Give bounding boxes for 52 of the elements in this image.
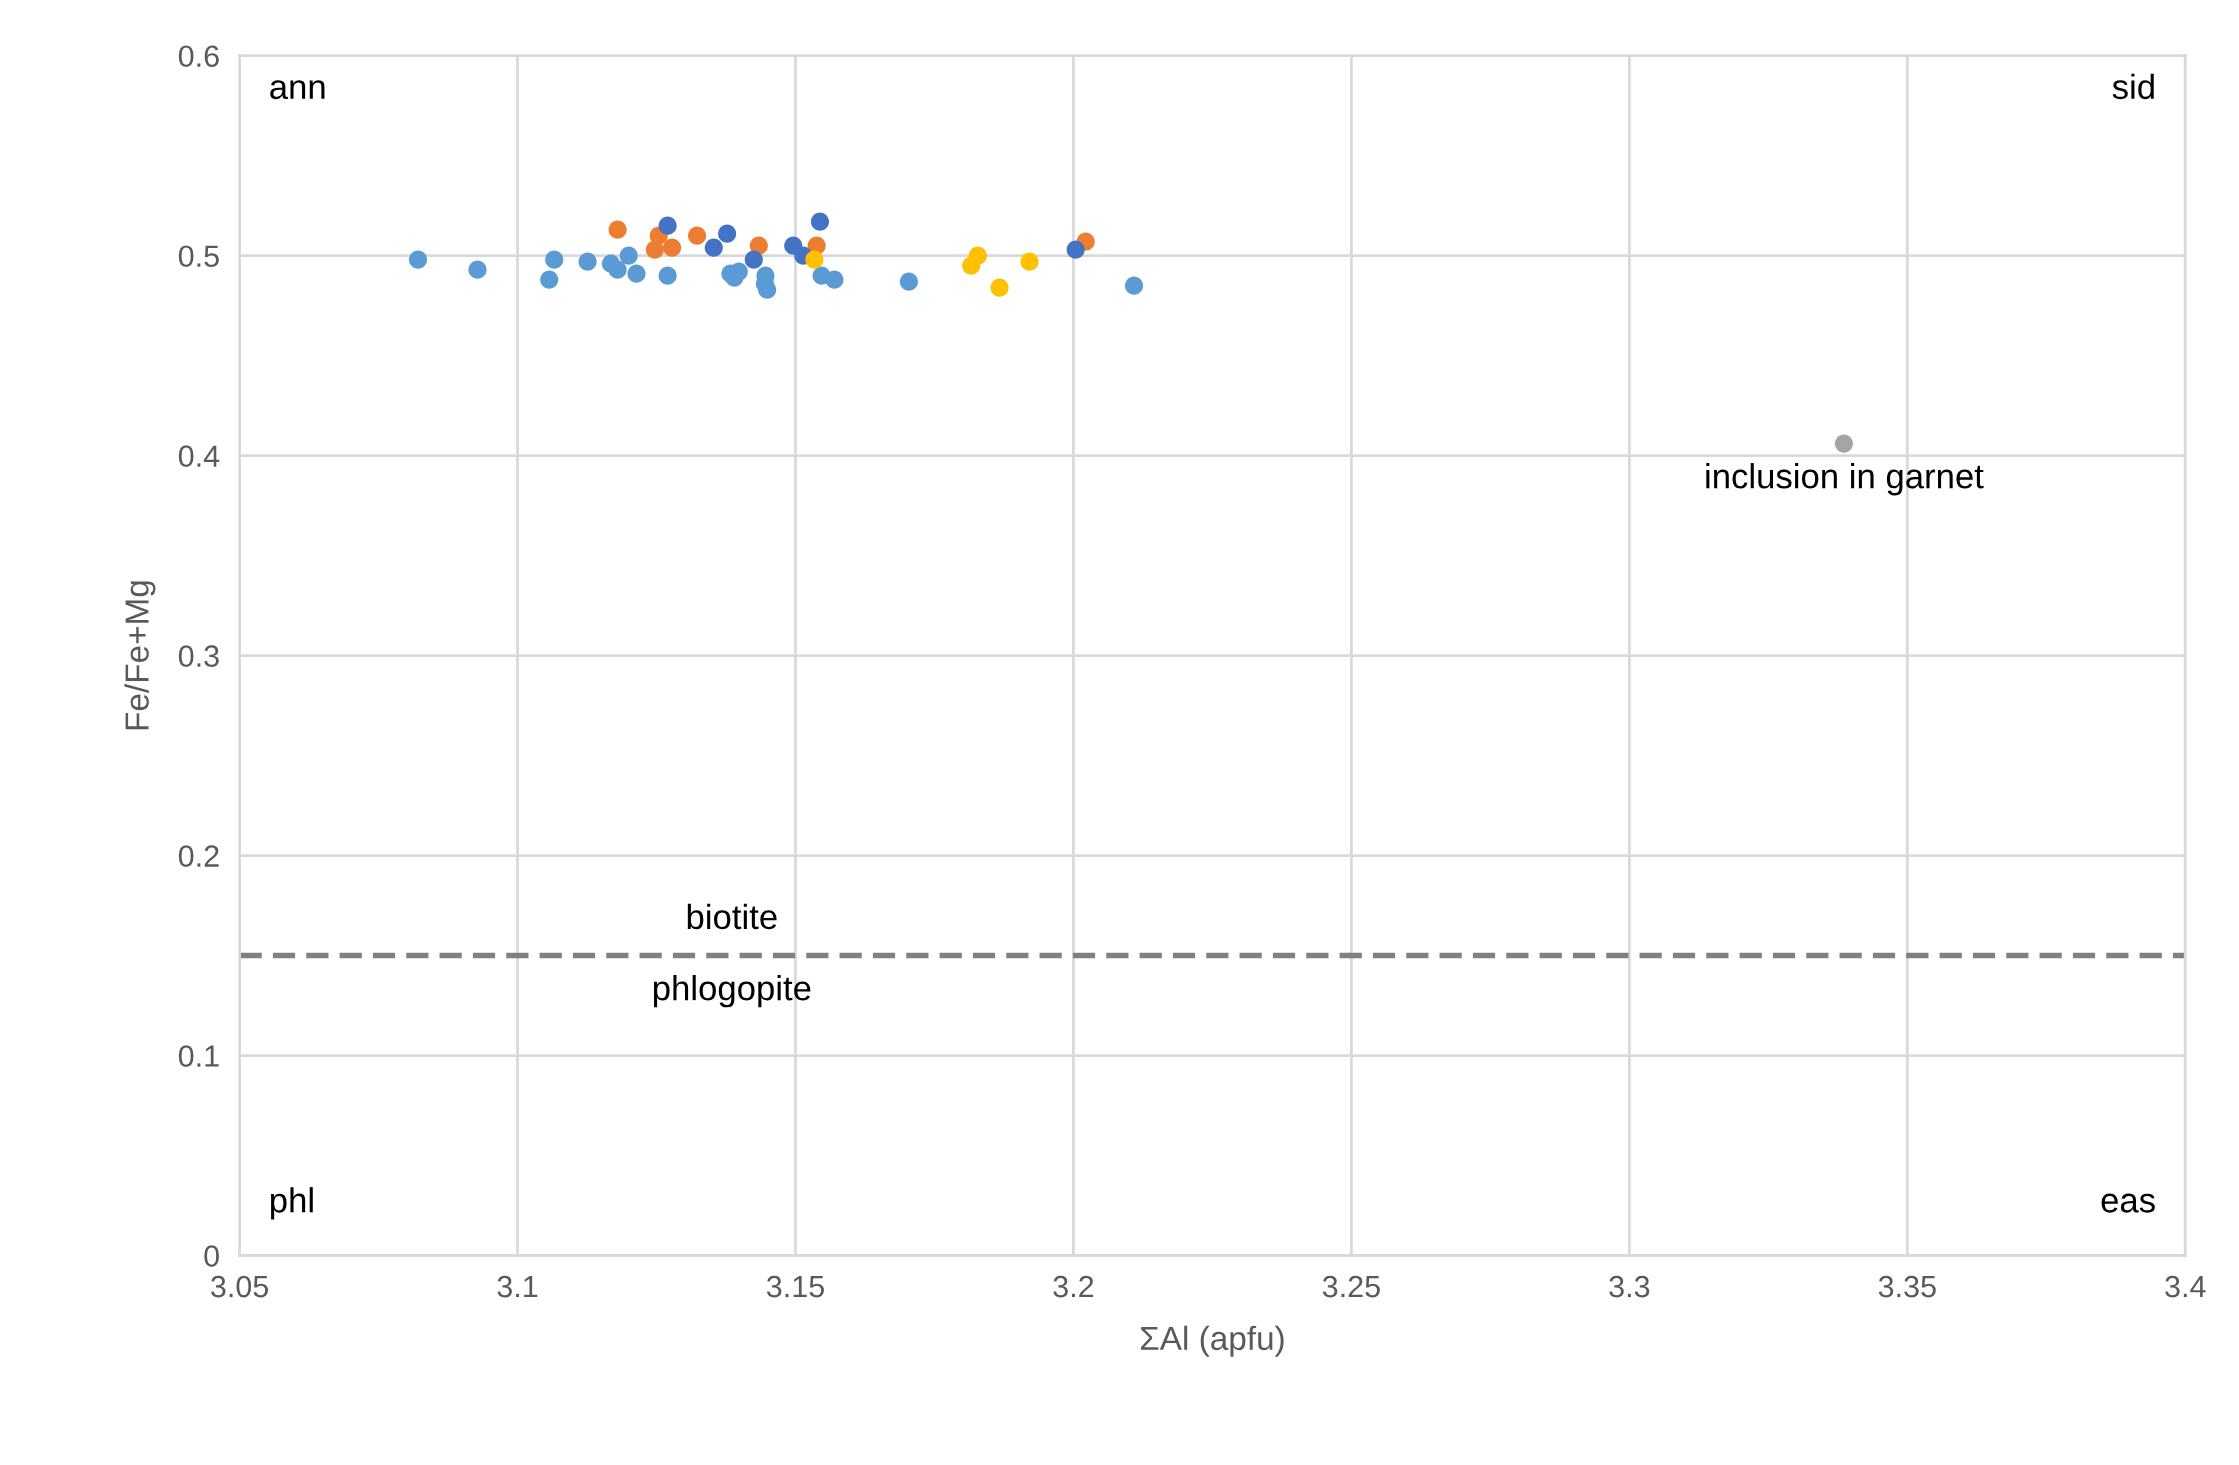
x-tick-label: 3.15 xyxy=(766,1275,824,1298)
point xyxy=(744,250,763,269)
point xyxy=(658,266,677,285)
annotation: eas xyxy=(2101,1193,2155,1213)
point xyxy=(627,264,646,283)
x-axis-title: ΣAl (apfu) xyxy=(1140,1325,1284,1357)
point xyxy=(408,250,428,269)
point xyxy=(1066,240,1085,259)
point xyxy=(899,272,918,291)
ref-line-label: biotite xyxy=(687,903,777,930)
point xyxy=(1020,252,1039,271)
x-tick-label: 3.2 xyxy=(1053,1275,1094,1298)
point xyxy=(810,212,829,231)
annotation: phl xyxy=(271,1187,313,1220)
y-tick-label: 0.3 xyxy=(178,645,219,667)
point xyxy=(1124,276,1144,295)
point xyxy=(825,270,844,289)
point xyxy=(663,238,682,257)
point xyxy=(578,252,597,271)
annotation: phlogopite xyxy=(653,974,811,1008)
y-tick-label: 0 xyxy=(204,1245,219,1267)
point xyxy=(805,250,824,269)
x-tick-label: 3.25 xyxy=(1322,1275,1380,1298)
x-tick-label: 3.05 xyxy=(211,1275,269,1298)
point xyxy=(1834,434,1853,453)
point xyxy=(545,250,564,269)
annotation: sid xyxy=(2112,73,2154,100)
point xyxy=(718,224,737,243)
y-tick-label: 0.2 xyxy=(178,845,219,867)
y-axis-title: Fe/Fe+Mg xyxy=(124,581,156,730)
y-tick-label: 0.5 xyxy=(178,245,219,268)
y-tick-label: 0.4 xyxy=(178,445,220,467)
annotation: inclusion in garnet xyxy=(1706,463,1984,496)
x-tick-label: 3.35 xyxy=(1878,1275,1936,1298)
annotation: ann xyxy=(270,80,325,100)
point xyxy=(688,226,707,245)
point xyxy=(540,270,559,289)
point xyxy=(990,278,1009,297)
point xyxy=(608,260,627,279)
x-tick-label: 3.1 xyxy=(497,1275,538,1298)
point xyxy=(658,216,677,235)
x-tick-label: 3.3 xyxy=(1609,1275,1650,1298)
point xyxy=(608,220,627,239)
x-tick-label: 3.4 xyxy=(2165,1275,2206,1298)
point xyxy=(704,238,723,257)
point xyxy=(645,240,664,259)
point xyxy=(749,236,768,255)
y-tick-label: 0.6 xyxy=(178,45,219,68)
y-tick-label: 0.1 xyxy=(178,1045,219,1067)
point xyxy=(619,246,638,265)
point xyxy=(962,256,981,275)
point xyxy=(468,260,487,279)
